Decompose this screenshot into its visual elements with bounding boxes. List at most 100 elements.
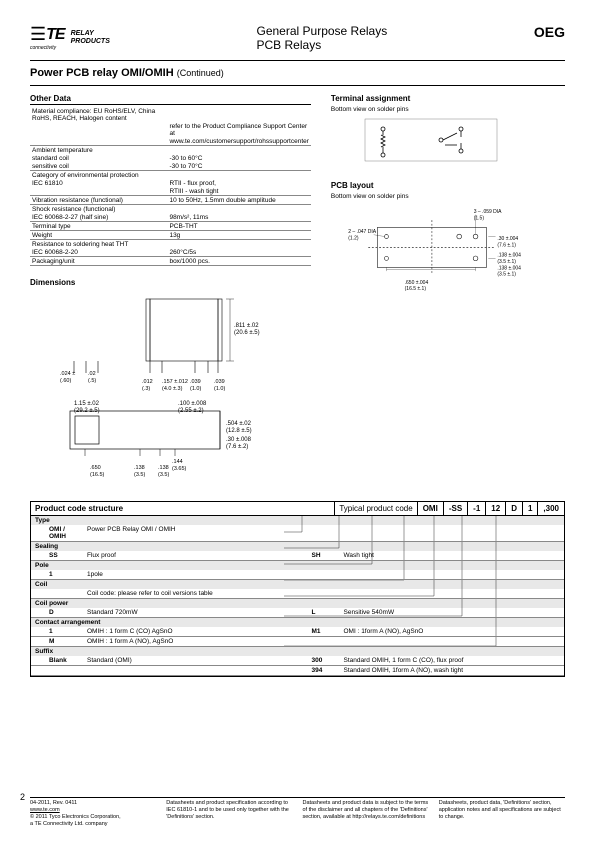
product-code-row: 1OMIH : 1 form C (CO) AgSnOM1OMI : 1form…: [31, 627, 564, 637]
other-data-heading: Other Data: [30, 94, 311, 105]
product-code-cell: D: [505, 502, 522, 515]
pc-code: SS: [49, 552, 79, 559]
product-code-row: SSFlux proofSHWash tight: [31, 551, 564, 561]
header-title-2: PCB Relays: [257, 38, 388, 52]
other-data-table: Material compliance: EU RoHS/ELV, China …: [30, 107, 311, 266]
product-code-cells: OMI-SS-112D1,300: [417, 502, 564, 515]
logo-subtext: connectivity: [30, 45, 65, 51]
data-label: [30, 122, 167, 137]
svg-text:.024 ±(.60): .024 ±(.60): [60, 371, 75, 384]
pc-code: 1: [49, 628, 79, 635]
svg-text:.650(16.5): .650(16.5): [90, 465, 105, 478]
te-logo: ☰ TE connectivity: [30, 24, 65, 51]
logo-side-text: RELAYPRODUCTS: [71, 30, 110, 46]
product-code-group-label: Type: [31, 516, 564, 525]
svg-text:.144(3.65): .144(3.65): [172, 459, 187, 472]
pc-desc: Power PCB Relay OMI / OMIH: [87, 526, 560, 540]
data-value: refer to the Product Compliance Support …: [167, 122, 310, 137]
svg-text:.138 ±.004(3.5 ±.1): .138 ±.004(3.5 ±.1): [497, 265, 521, 277]
pc-desc-alt: Standard OMIH, 1form A (NO), wash tight: [344, 667, 561, 674]
product-code-row: Coil code: please refer to coil versions…: [31, 589, 564, 599]
footer-rev: 04-2011, Rev. 0411: [30, 800, 156, 807]
pc-code-alt: SH: [312, 552, 336, 559]
data-value: www.te.com/customersupport/rohssupportce…: [167, 137, 310, 146]
terminal-diagram: [361, 115, 501, 165]
footer-row: 04-2011, Rev. 0411 www.te.com © 2011 Tyc…: [30, 800, 565, 828]
data-value: [167, 205, 310, 214]
data-value: -30 to 60°C: [167, 154, 310, 162]
pc-code: M: [49, 638, 79, 645]
product-code-block: Product code structure Typical product c…: [30, 501, 565, 677]
pcb-sub: Bottom view on solder pins: [331, 193, 565, 200]
svg-text:.504 ±.02(12.8 ±.5): .504 ±.02(12.8 ±.5): [226, 421, 252, 434]
footer-col-3: Datasheets and product data is subject t…: [303, 800, 429, 828]
product-code-group-label: Coil: [31, 580, 564, 589]
title-rule: [30, 85, 565, 86]
data-label: IEC 60068-2-20: [30, 248, 167, 257]
data-value: RTII - flux proof,: [167, 179, 310, 187]
pc-code: OMI / OMIH: [49, 526, 79, 540]
page-number: 2: [20, 792, 25, 802]
svg-text:.039(1.0): .039(1.0): [214, 379, 225, 392]
data-label: [30, 137, 167, 146]
data-value: RTIII - wash tight: [167, 187, 310, 196]
pc-desc: Flux proof: [87, 552, 304, 559]
svg-text:.02(.5): .02(.5): [88, 371, 96, 384]
logo-block: ☰ TE connectivity RELAYPRODUCTS: [30, 24, 110, 51]
footer-rule: [30, 797, 565, 798]
svg-text:.039(1.0): .039(1.0): [190, 379, 201, 392]
svg-text:.012(.3): .012(.3): [142, 379, 153, 392]
data-label: Terminal type: [30, 222, 167, 231]
svg-text:.811 ±.02(20.6 ±.5): .811 ±.02(20.6 ±.5): [234, 323, 260, 336]
data-value: [167, 240, 310, 249]
dimensions-svg: .811 ±.02(20.6 ±.5) .157 ±.012(4.0 ±.3) …: [30, 291, 310, 491]
pc-code: [49, 667, 79, 674]
pc-code-alt: 300: [312, 657, 336, 664]
product-code-group-label: Pole: [31, 561, 564, 570]
data-value: [167, 107, 310, 122]
pc-desc: [87, 667, 304, 674]
pc-code: D: [49, 609, 79, 616]
footer-copyright-1: © 2011 Tyco Electronics Corporation,: [30, 814, 156, 821]
data-label: Ambient temperature: [30, 146, 167, 155]
data-label: standard coil: [30, 154, 167, 162]
pc-desc: OMIH : 1 form C (CO) AgSnO: [87, 628, 304, 635]
product-code-group-label: Contact arrangement: [31, 618, 564, 627]
product-code-row: MOMIH : 1 form A (NO), AgSnO: [31, 637, 564, 647]
svg-text:2 – .047 DIA(1.2): 2 – .047 DIA(1.2): [348, 229, 376, 241]
pc-desc-alt: Sensitive 540mW: [344, 609, 561, 616]
pc-code-alt: 394: [312, 667, 336, 674]
dimensions-diagram: .811 ±.02(20.6 ±.5) .157 ±.012(4.0 ±.3) …: [30, 291, 311, 491]
data-value: 10 to 50Hz, 1.5mm double amplitude: [167, 196, 310, 205]
continued-label: (Continued): [177, 68, 224, 78]
page-header: ☰ TE connectivity RELAYPRODUCTS General …: [30, 24, 565, 52]
data-label: IEC 60068-2-27 (half sine): [30, 213, 167, 222]
pc-code: 1: [49, 571, 79, 578]
svg-text:.30 ±.004(7.6 ±.1): .30 ±.004(7.6 ±.1): [497, 236, 518, 248]
data-label: IEC 61810: [30, 179, 167, 187]
product-code-cell: 1: [522, 502, 537, 515]
svg-text:3 – .059 DIA(1.5): 3 – .059 DIA(1.5): [474, 209, 502, 221]
product-code-cell: OMI: [417, 502, 443, 515]
product-code-row: DStandard 720mWLSensitive 540mW: [31, 608, 564, 618]
footer-col-4: Datasheets, product data, 'Definitions' …: [439, 800, 565, 828]
svg-text:.138 ±.004(3.5 ±.1): .138 ±.004(3.5 ±.1): [497, 253, 521, 265]
brand-label: OEG: [534, 24, 565, 40]
page-footer: 04-2011, Rev. 0411 www.te.com © 2011 Tyc…: [30, 797, 565, 828]
data-value: [167, 146, 310, 155]
header-titles: General Purpose Relays PCB Relays: [257, 24, 388, 52]
footer-col-2: Datasheets and product specification acc…: [166, 800, 292, 828]
data-label: Packaging/unit: [30, 257, 167, 266]
right-column: Terminal assignment Bottom view on solde…: [331, 94, 565, 491]
pc-code: Blank: [49, 657, 79, 664]
dimensions-heading: Dimensions: [30, 278, 311, 287]
data-value: -30 to 70°C: [167, 162, 310, 171]
svg-text:.100 ±.008(2.55 ±.2): .100 ±.008(2.55 ±.2): [178, 401, 207, 414]
svg-text:.650 ±.004(16.5 ±.1): .650 ±.004(16.5 ±.1): [405, 280, 429, 292]
product-code-group-label: Suffix: [31, 647, 564, 656]
pc-desc: 1pole: [87, 571, 560, 578]
pc-desc: Coil code: please refer to coil versions…: [87, 590, 560, 597]
header-rule: [30, 60, 565, 61]
data-label: [30, 187, 167, 196]
pc-desc: Standard (OMI): [87, 657, 304, 664]
